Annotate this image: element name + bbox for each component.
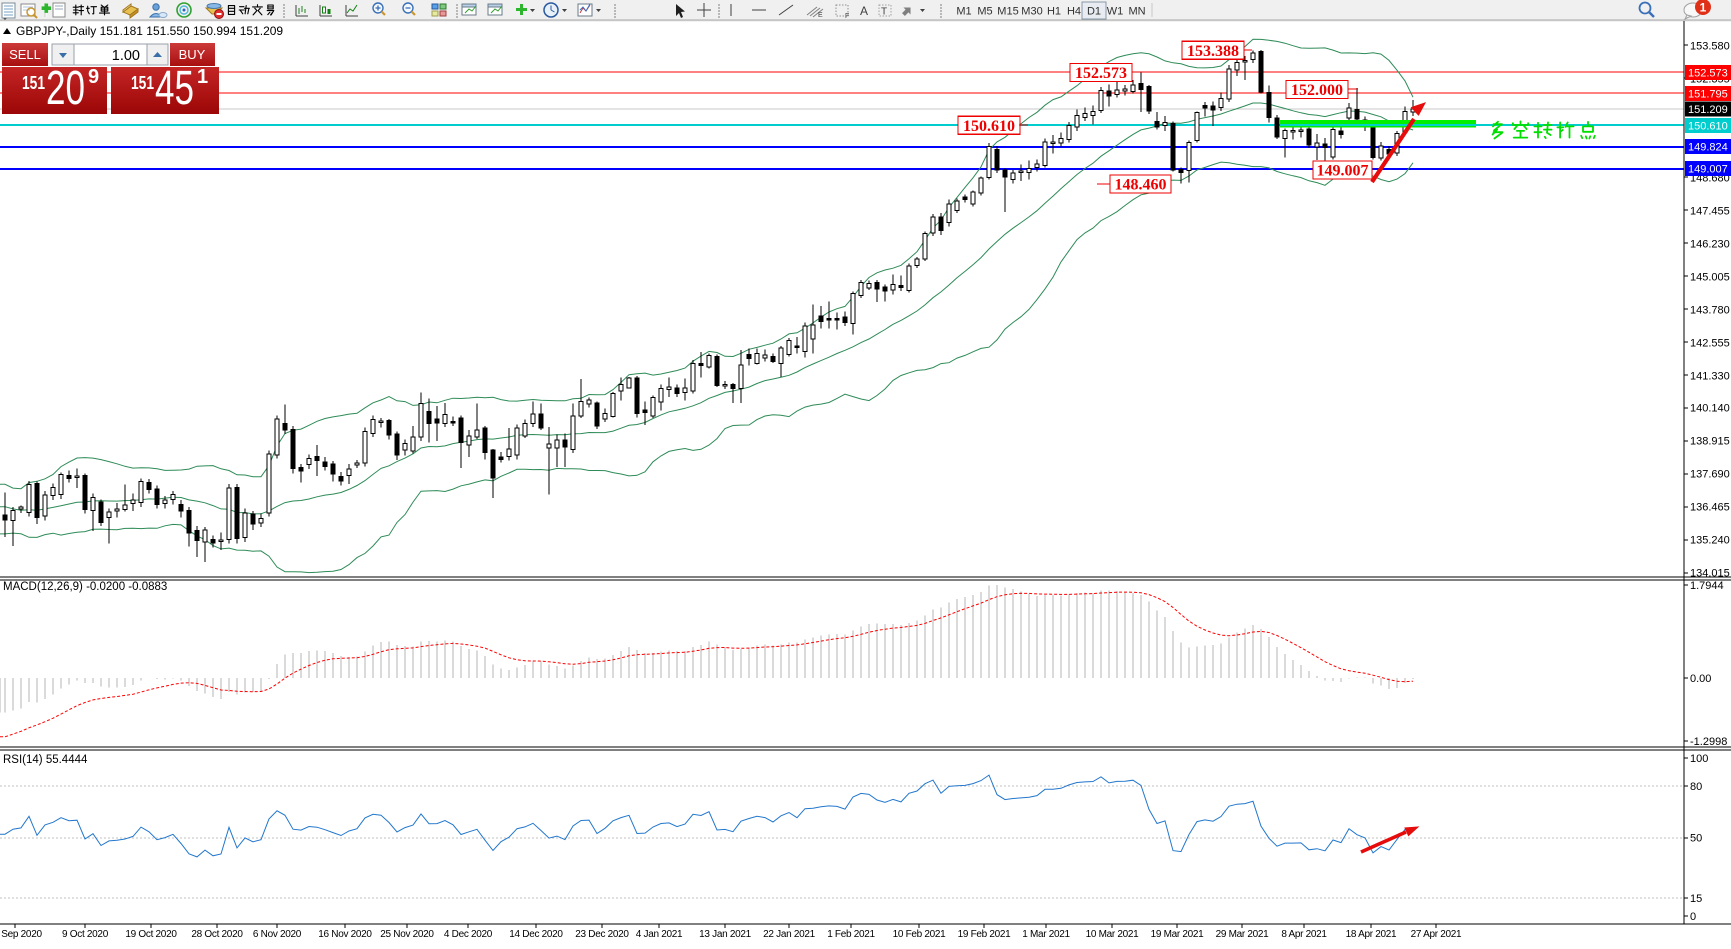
svg-text:45: 45 [155, 62, 194, 115]
svg-text:138.915: 138.915 [1690, 436, 1730, 448]
svg-text:F: F [845, 13, 849, 20]
svg-text:RSI(14) 55.4444: RSI(14) 55.4444 [3, 754, 88, 766]
svg-text:M1: M1 [956, 6, 971, 18]
svg-text:T: T [881, 7, 887, 18]
svg-text:137.690: 137.690 [1690, 469, 1730, 481]
svg-text:150.610: 150.610 [963, 118, 1015, 135]
svg-text:153.388: 153.388 [1187, 43, 1239, 60]
svg-text:E: E [818, 12, 823, 19]
svg-text:4 Dec 2020: 4 Dec 2020 [444, 929, 493, 940]
svg-text:50: 50 [1690, 833, 1702, 845]
svg-text:152.573: 152.573 [1688, 67, 1728, 79]
svg-text:1.00: 1.00 [112, 48, 140, 64]
svg-text:A: A [860, 4, 868, 18]
svg-text:145.005: 145.005 [1690, 271, 1730, 283]
svg-text:MACD(12,26,9) -0.0200 -0.0883: MACD(12,26,9) -0.0200 -0.0883 [3, 581, 167, 593]
svg-text:MN: MN [1128, 6, 1145, 18]
svg-text:D1: D1 [1087, 6, 1101, 18]
svg-text:151: 151 [131, 73, 154, 93]
svg-text:134.015: 134.015 [1690, 568, 1730, 580]
svg-text:0: 0 [1690, 911, 1696, 923]
svg-text:28 Oct 2020: 28 Oct 2020 [191, 929, 243, 940]
svg-text:BUY: BUY [179, 47, 206, 62]
svg-text:143.780: 143.780 [1690, 304, 1730, 316]
svg-text:152.573: 152.573 [1075, 65, 1127, 82]
svg-text:M15: M15 [997, 6, 1018, 18]
svg-text:4 Jan 2021: 4 Jan 2021 [636, 929, 683, 940]
svg-text:148.460: 148.460 [1115, 177, 1167, 194]
svg-text:10 Feb 2021: 10 Feb 2021 [893, 929, 947, 940]
svg-text:W1: W1 [1107, 6, 1124, 18]
svg-text:15: 15 [1690, 893, 1702, 905]
svg-text:149.007: 149.007 [1317, 163, 1369, 180]
svg-text:19 Mar 2021: 19 Mar 2021 [1151, 929, 1205, 940]
svg-text:M5: M5 [977, 6, 992, 18]
svg-text:141.330: 141.330 [1690, 370, 1730, 382]
svg-text:1 Mar 2021: 1 Mar 2021 [1022, 929, 1070, 940]
svg-text:19 Feb 2021: 19 Feb 2021 [958, 929, 1012, 940]
svg-text:150.610: 150.610 [1688, 120, 1728, 132]
svg-text:153.580: 153.580 [1690, 40, 1730, 52]
svg-text:147.455: 147.455 [1690, 205, 1730, 217]
svg-text:100: 100 [1690, 753, 1708, 765]
svg-text:H1: H1 [1047, 6, 1061, 18]
svg-text:151.795: 151.795 [1688, 88, 1728, 100]
svg-text:151: 151 [22, 73, 45, 93]
svg-text:152.000: 152.000 [1291, 82, 1343, 99]
svg-text:8 Apr 2021: 8 Apr 2021 [1281, 929, 1327, 940]
svg-text:SELL: SELL [9, 47, 41, 62]
svg-text:151.209: 151.209 [1688, 104, 1728, 116]
svg-text:6 Nov 2020: 6 Nov 2020 [253, 929, 302, 940]
svg-text:10 Mar 2021: 10 Mar 2021 [1086, 929, 1140, 940]
svg-text:-1.2998: -1.2998 [1690, 736, 1727, 748]
svg-text:22 Jan 2021: 22 Jan 2021 [763, 929, 815, 940]
svg-text:M30: M30 [1021, 6, 1042, 18]
svg-text:0.00: 0.00 [1690, 673, 1711, 685]
svg-text:80: 80 [1690, 781, 1702, 793]
svg-text:19 Oct 2020: 19 Oct 2020 [125, 929, 177, 940]
svg-text:142.555: 142.555 [1690, 337, 1730, 349]
svg-text:18 Apr 2021: 18 Apr 2021 [1346, 929, 1397, 940]
svg-text:20: 20 [46, 62, 85, 115]
svg-text:30 Sep 2020: 30 Sep 2020 [0, 929, 42, 940]
svg-text:25 Nov 2020: 25 Nov 2020 [380, 929, 434, 940]
svg-text:1: 1 [197, 66, 208, 88]
svg-text:1.7944: 1.7944 [1690, 580, 1724, 592]
svg-text:16 Nov 2020: 16 Nov 2020 [318, 929, 372, 940]
svg-text:29 Mar 2021: 29 Mar 2021 [1216, 929, 1270, 940]
svg-text:140.140: 140.140 [1690, 403, 1730, 415]
svg-text:13 Jan 2021: 13 Jan 2021 [699, 929, 751, 940]
svg-text:1 Feb 2021: 1 Feb 2021 [827, 929, 875, 940]
svg-text:135.240: 135.240 [1690, 535, 1730, 547]
svg-text:H4: H4 [1067, 6, 1081, 18]
svg-text:GBPJPY-,Daily 151.181 151.550: GBPJPY-,Daily 151.181 151.550 150.994 15… [16, 24, 283, 38]
svg-text:9 Oct 2020: 9 Oct 2020 [62, 929, 109, 940]
svg-text:136.465: 136.465 [1690, 502, 1730, 514]
svg-text:146.230: 146.230 [1690, 238, 1730, 250]
svg-text:27 Apr 2021: 27 Apr 2021 [1411, 929, 1462, 940]
svg-text:149.824: 149.824 [1688, 142, 1728, 154]
svg-text:9: 9 [88, 66, 99, 88]
svg-text:14 Dec 2020: 14 Dec 2020 [509, 929, 563, 940]
svg-text:149.007: 149.007 [1688, 164, 1728, 176]
svg-text:23 Dec 2020: 23 Dec 2020 [575, 929, 629, 940]
svg-text:1: 1 [1700, 1, 1707, 15]
